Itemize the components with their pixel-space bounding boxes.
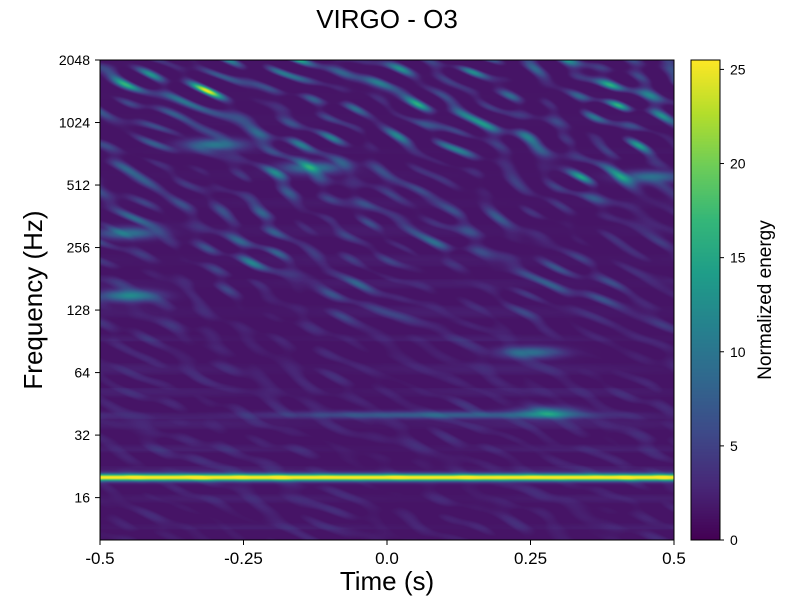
y-tick-label: 256	[67, 240, 91, 256]
colorbar-ticks: 0 5 10 15 20 25	[720, 61, 746, 548]
y-tick-label: 1024	[59, 115, 90, 131]
x-tick-label: -0.5	[85, 549, 114, 568]
y-tick-label: 16	[74, 490, 90, 506]
colorbar-frame	[690, 59, 721, 541]
colorbar-tick-label: 10	[730, 344, 746, 360]
x-tick-label: 0.0	[375, 549, 399, 568]
y-tick-label: 2048	[59, 52, 90, 68]
x-tick-label: 0.5	[662, 549, 686, 568]
x-axis: -0.5 -0.25 0.0 0.25 0.5	[85, 540, 686, 568]
chart-title: VIRGO - O3	[316, 4, 458, 34]
y-axis-label: Frequency (Hz)	[18, 210, 48, 389]
x-axis-label: Time (s)	[340, 566, 434, 596]
colorbar-canvas	[691, 60, 720, 540]
x-tick-label: 0.25	[514, 549, 547, 568]
y-tick-label: 512	[67, 177, 91, 193]
heatmap-canvas	[100, 60, 674, 540]
x-tick-label: -0.25	[224, 549, 263, 568]
colorbar-tick-label: 0	[730, 532, 738, 548]
plot-area	[99, 59, 675, 541]
y-tick-label: 128	[67, 302, 91, 318]
colorbar-tick-label: 5	[730, 438, 738, 454]
y-tick-label: 64	[74, 365, 90, 381]
colorbar-tick-label: 25	[730, 61, 746, 77]
y-tick-label: 32	[74, 427, 90, 443]
colorbar-label: Normalized energy	[755, 220, 776, 380]
colorbar-tick-label: 15	[730, 250, 746, 266]
colorbar: 0 5 10 15 20 25 Normalized energy	[690, 59, 776, 548]
colorbar-tick-label: 20	[730, 156, 746, 172]
y-axis: 16 32 64 128 256 512 1024 2048	[59, 52, 100, 506]
